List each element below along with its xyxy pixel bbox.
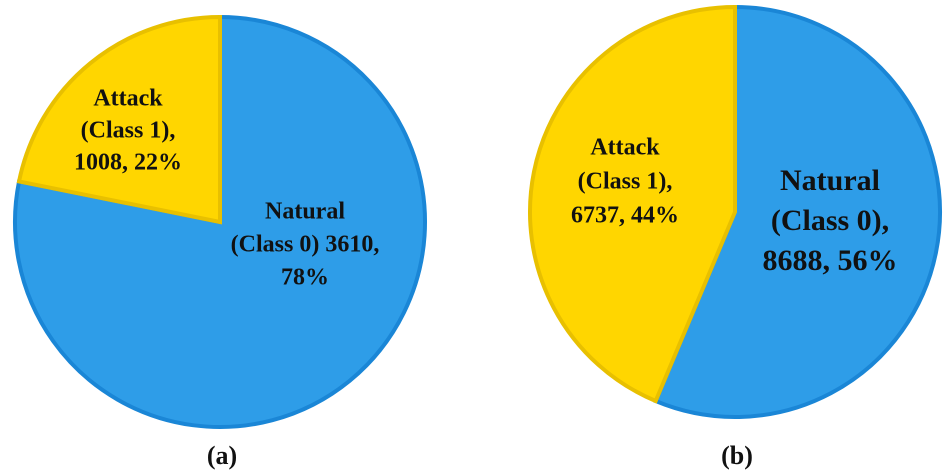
- pie-slice: [528, 4, 737, 404]
- slice-label: (Class 1),: [81, 118, 176, 144]
- slice-label: 1008, 22%: [74, 150, 182, 176]
- caption: (b): [721, 441, 753, 470]
- pie-slice: [16, 14, 222, 225]
- slice-label: Natural: [780, 164, 880, 197]
- caption: (a): [207, 441, 237, 470]
- slice-label: (Class 0),: [771, 204, 889, 237]
- pie-slice: [653, 4, 942, 419]
- slice-label: 6737, 44%: [571, 203, 679, 229]
- slice-label: Natural: [265, 199, 345, 225]
- slice-label: Attack: [93, 86, 163, 112]
- slice-label: (Class 1),: [578, 169, 673, 195]
- slice-label: Attack: [590, 135, 660, 161]
- slice-label: 8688, 56%: [763, 244, 898, 277]
- slice-label: (Class 0) 3610,: [231, 232, 380, 258]
- slice-label: 78%: [281, 265, 329, 291]
